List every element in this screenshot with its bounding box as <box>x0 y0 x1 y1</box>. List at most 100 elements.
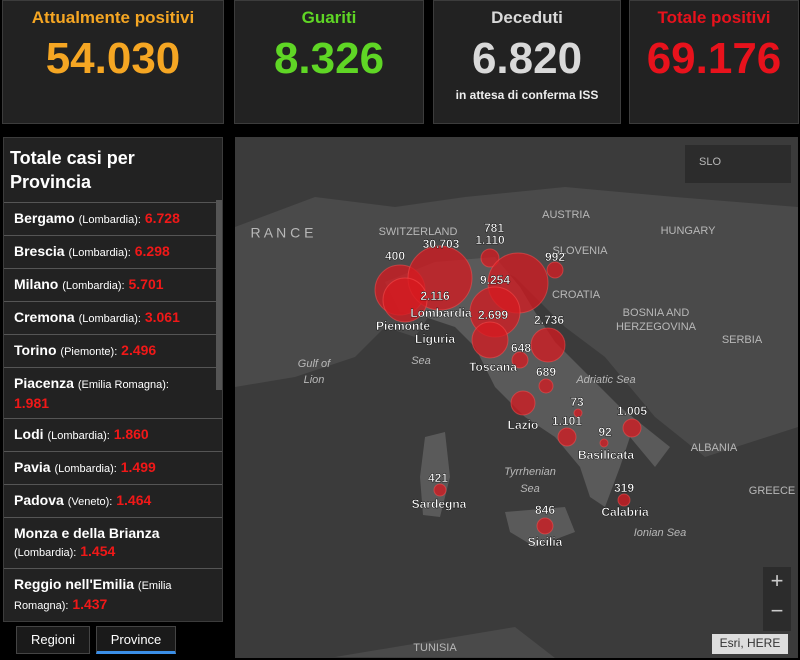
region-label: Piemonte <box>376 319 430 333</box>
place-label: CROATIA <box>552 289 601 301</box>
place-label: AUSTRIA <box>542 209 590 221</box>
marker-label: 92 <box>598 425 612 439</box>
place-label: Adriatic Sea <box>575 374 635 386</box>
zoom-in[interactable]: + <box>771 568 784 593</box>
tab[interactable]: Regioni <box>16 626 90 654</box>
place-label: Tyrrhenian <box>504 466 556 478</box>
bubble <box>622 418 642 438</box>
province-value: 6.728 <box>144 210 180 226</box>
place-label: SWITZERLAND <box>379 226 458 238</box>
place-label: HUNGARY <box>661 225 716 237</box>
province-row: Reggio nell'Emilia (Emilia Romagna): 1.4… <box>4 568 222 621</box>
province-name: Lodi <box>14 426 44 442</box>
province-name: Monza e della Brianza <box>14 525 160 541</box>
panel-title: Totale casi per Provincia <box>10 148 135 192</box>
marker-label: 421 <box>428 471 448 485</box>
card-title: Deceduti <box>491 8 563 27</box>
region-label: Lombardia <box>410 306 472 320</box>
map[interactable]: R A N C E SWITZERLAND AUSTRIA SLOVENIA HUNGA… <box>235 137 798 658</box>
marker-label: 319 <box>614 481 634 495</box>
card-title: Totale positivi <box>657 8 771 27</box>
province-name: Torino <box>14 342 57 358</box>
province-row: Padova (Veneto): 1.464 <box>4 484 222 517</box>
province-row: Lodi (Lombardia): 1.860 <box>4 418 222 451</box>
province-panel: Totale casi per Provincia Bergamo (Lomba… <box>3 137 223 622</box>
province-name: Padova <box>14 492 64 508</box>
province-region: (Lombardia): <box>47 430 110 442</box>
marker-label: 781 <box>484 221 504 235</box>
province-region: (Emilia Romagna): <box>77 379 169 391</box>
province-region: (Lombardia): <box>54 463 117 475</box>
bubble <box>510 390 536 416</box>
zoom-control[interactable] <box>763 567 791 631</box>
province-name: Pavia <box>14 459 51 475</box>
zoom-out[interactable]: − <box>771 598 784 623</box>
bubble <box>573 408 583 418</box>
marker-label: 992 <box>545 250 565 264</box>
province-row: Pavia (Lombardia): 1.499 <box>4 451 222 484</box>
province-row: Milano (Lombardia): 5.701 <box>4 268 222 301</box>
attribution-bg <box>712 634 788 654</box>
province-region: (Lombardia): <box>14 547 77 559</box>
province-name: Brescia <box>14 243 65 259</box>
scrollbar[interactable] <box>216 200 222 390</box>
province-value: 1.437 <box>72 596 108 612</box>
region-label: Liguria <box>415 332 455 346</box>
marker-label: 689 <box>536 365 556 379</box>
map-toolbar[interactable] <box>685 145 791 183</box>
marker-label: 1.005 <box>617 404 647 418</box>
place-label: TUNISIA <box>413 642 457 654</box>
province-region: (Piemonte): <box>60 346 118 358</box>
marker-label: 648 <box>511 341 531 355</box>
region-label: Sardegna <box>412 497 467 511</box>
province-name: Milano <box>14 276 59 292</box>
card-note: in attesa di conferma ISS <box>455 88 599 102</box>
province-region: (Lombardia): <box>68 247 131 259</box>
province-row: Piacenza (Emilia Romagna): 1.981 <box>4 367 222 418</box>
place-label: SLOVENIA <box>552 245 608 257</box>
marker-label: 73 <box>570 395 584 409</box>
province-value: 1.454 <box>80 543 116 559</box>
card: Totale positivi 69.176 <box>629 0 799 124</box>
marker-label: 1.110 <box>475 233 505 247</box>
province-value: 1.860 <box>113 426 149 442</box>
province-value: 2.496 <box>121 342 157 358</box>
province-value: 1.464 <box>116 492 152 508</box>
card-value: 8.326 <box>273 34 385 83</box>
place-label: Sea <box>520 483 540 495</box>
land <box>235 187 798 457</box>
bubble <box>546 261 564 279</box>
card-value: 54.030 <box>45 34 181 83</box>
bubble <box>599 438 609 448</box>
bubble <box>617 493 631 507</box>
bubble <box>433 483 447 497</box>
card-value: 69.176 <box>646 34 782 83</box>
province-value: 5.701 <box>128 276 164 292</box>
province-value: 1.981 <box>14 395 50 411</box>
card: Guariti 8.326 <box>234 0 424 124</box>
province-row: Torino (Piemonte): 2.496 <box>4 334 222 367</box>
italy <box>385 257 670 507</box>
bubble <box>480 248 500 268</box>
province-row: Bergamo (Lombardia): 6.728 <box>4 202 222 235</box>
marker-label: 2.116 <box>420 289 450 303</box>
province-region: (Lombardia): <box>62 280 125 292</box>
bubble <box>471 321 509 359</box>
place-label: SLO <box>699 156 721 168</box>
province-row: Brescia (Lombardia): 6.298 <box>4 235 222 268</box>
province-name: Bergamo <box>14 210 75 226</box>
place-label: ALBANIA <box>691 442 738 454</box>
bubble <box>382 277 428 323</box>
province-region: (Lombardia): <box>78 313 141 325</box>
tab-active[interactable]: Province <box>96 626 176 654</box>
place-label: GREECE <box>749 485 795 497</box>
region-label: Sicilia <box>528 535 563 549</box>
marker-label: 846 <box>535 503 555 517</box>
place-label: Gulf of <box>298 358 331 370</box>
marker-label: 30.703 <box>423 237 460 251</box>
province-row: Cremona (Lombardia): 3.061 <box>4 301 222 334</box>
province-region: (Emilia Romagna): <box>14 580 172 612</box>
marker-label: 9.254 <box>480 273 510 287</box>
bubble <box>557 427 577 447</box>
bubble <box>511 351 529 369</box>
